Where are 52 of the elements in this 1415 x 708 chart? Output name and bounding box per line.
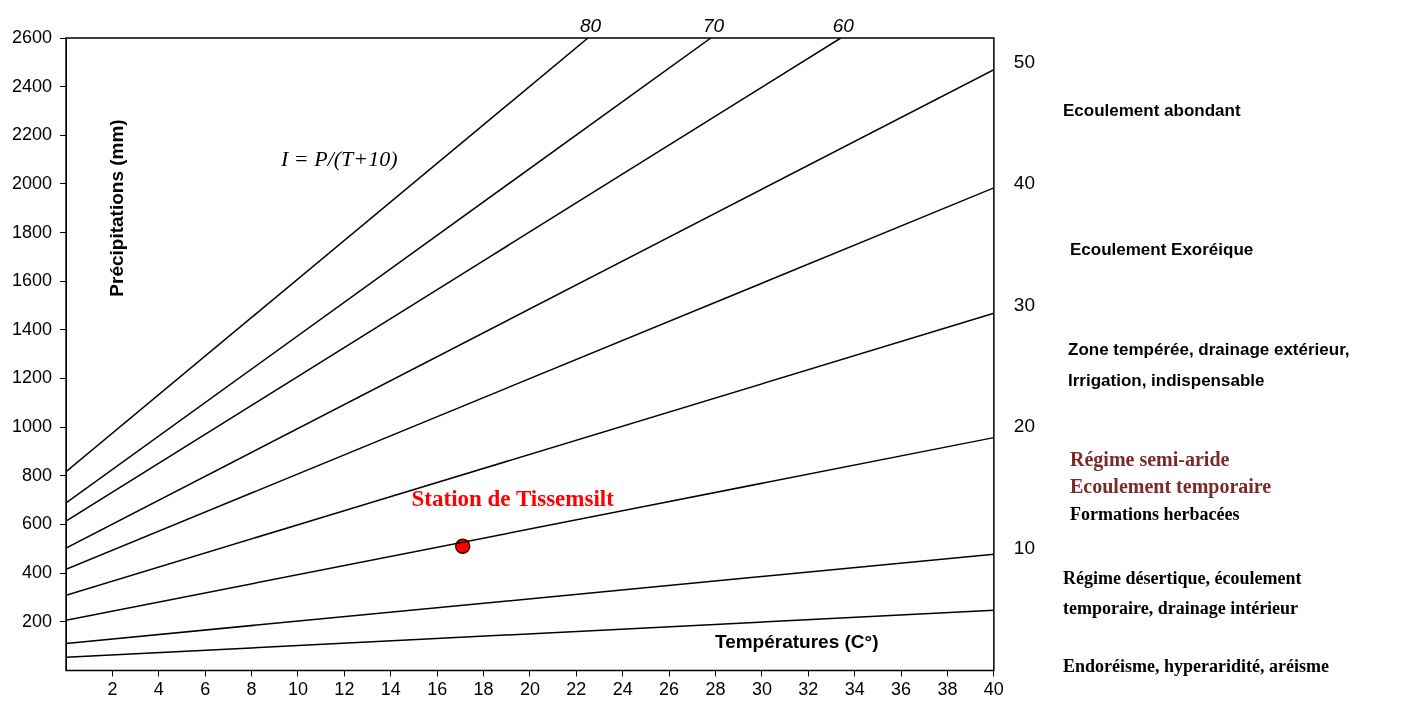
y-tick-label: 2200 xyxy=(12,124,53,145)
text: Ecoulement Exoréique xyxy=(1070,239,1254,259)
x-tick-label: 28 xyxy=(705,679,726,700)
y-tick-label: 1200 xyxy=(12,367,53,388)
y-tick-label: 1600 xyxy=(12,270,53,291)
y2-tick-label: 50 xyxy=(1013,50,1036,72)
y-tick-label: 600 xyxy=(22,513,53,534)
y-tick-label: 1400 xyxy=(12,318,53,339)
text: Endoréisme, hyperaridité, aréisme xyxy=(1063,655,1329,676)
annotation: I = P/(T+10) xyxy=(280,145,398,171)
y-tick-label: 1800 xyxy=(12,221,53,242)
text: Formations herbacées xyxy=(1070,503,1240,524)
x-tick-label: 22 xyxy=(566,679,587,700)
y2-tick-label: 40 xyxy=(1013,172,1036,194)
x-tick-label: 18 xyxy=(473,679,494,700)
x-tick-label: 26 xyxy=(659,679,680,700)
series-label: 80 xyxy=(579,14,602,36)
x-tick-label: 2 xyxy=(107,679,118,700)
y-tick-label: 400 xyxy=(22,562,53,583)
y2-tick-label: 10 xyxy=(1013,537,1036,559)
y-axis-title: Précipitations (mm) xyxy=(106,119,128,297)
series-label: 60 xyxy=(832,14,855,36)
x-tick-label: 6 xyxy=(200,679,211,700)
x-tick-label: 4 xyxy=(153,679,164,700)
x-tick-label: 38 xyxy=(937,679,958,700)
series-label: 70 xyxy=(702,14,725,36)
x-tick-label: 30 xyxy=(751,679,772,700)
x-tick-label: 12 xyxy=(334,679,355,700)
x-tick-label: 32 xyxy=(798,679,819,700)
y2-tick-label: 20 xyxy=(1013,415,1036,437)
x-tick-label: 16 xyxy=(427,679,448,700)
y-tick-label: 2400 xyxy=(12,75,53,96)
x-axis-title: Températures (C°) xyxy=(714,630,879,652)
x-tick-label: 36 xyxy=(891,679,912,700)
y-tick-label: 2000 xyxy=(12,172,53,193)
text: Zone tempérée, drainage extérieur, Irrigation, indispensable xyxy=(1068,339,1350,390)
x-tick-label: 10 xyxy=(287,679,309,700)
x-tick-label: 8 xyxy=(246,679,257,700)
y-tick-label: 800 xyxy=(22,464,53,485)
x-tick-label: 20 xyxy=(519,679,540,700)
text: Régime semi-aride Ecoulement temporaire xyxy=(1070,448,1272,499)
y-tick-label: 1000 xyxy=(12,416,53,437)
x-tick-label: 40 xyxy=(983,679,1004,700)
text: Ecoulement abondant xyxy=(1063,100,1241,120)
x-tick-label: 14 xyxy=(380,679,401,700)
y-tick-label: 2600 xyxy=(12,26,53,47)
y2-tick-label: 30 xyxy=(1013,293,1036,315)
x-tick-label: 34 xyxy=(844,679,865,700)
x-tick-label: 24 xyxy=(612,679,633,700)
text: Station de Tissemsilt xyxy=(411,486,615,512)
y-tick-label: 200 xyxy=(22,610,53,631)
text: Régime désertique, écoulement temporaire, drainage intérieur xyxy=(1063,567,1302,618)
